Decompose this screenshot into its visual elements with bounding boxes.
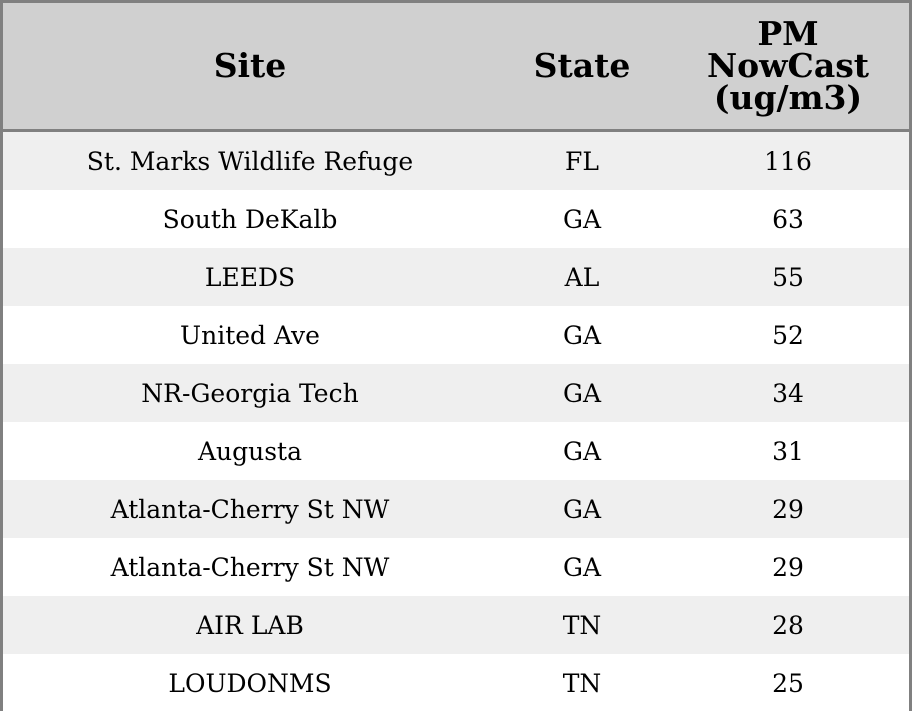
cell-state: FL xyxy=(565,146,599,176)
header-site-label: Site xyxy=(213,46,287,85)
table-row: Augusta GA 31 xyxy=(3,422,909,480)
cell-pm: 52 xyxy=(772,320,804,350)
cell-pm: 29 xyxy=(772,552,804,582)
cell-pm: 25 xyxy=(772,668,804,698)
cell-state: GA xyxy=(562,378,602,408)
header-pm-nowcast: PM NowCast (ug/m3) xyxy=(667,3,909,129)
cell-state: GA xyxy=(562,204,602,234)
cell-state: AL xyxy=(564,262,600,292)
cell-state: GA xyxy=(562,494,602,524)
header-pm-line-2: NowCast xyxy=(706,46,870,85)
cell-site: Atlanta-Cherry St NW xyxy=(110,494,390,524)
cell-pm: 28 xyxy=(772,610,804,640)
table-row: AIR LAB TN 28 xyxy=(3,596,909,654)
cell-site: United Ave xyxy=(180,320,320,350)
table-row: Atlanta-Cherry St NW GA 29 xyxy=(3,480,909,538)
cell-pm: 55 xyxy=(772,262,804,292)
cell-site: Augusta xyxy=(197,436,303,466)
table-row: St. Marks Wildlife Refuge FL 116 xyxy=(3,132,909,190)
cell-pm: 116 xyxy=(764,146,812,176)
header-state-label: State xyxy=(533,46,631,85)
cell-pm: 34 xyxy=(772,378,804,408)
cell-site: Atlanta-Cherry St NW xyxy=(110,552,390,582)
cell-site: South DeKalb xyxy=(162,204,338,234)
cell-state: GA xyxy=(562,552,602,582)
cell-state: GA xyxy=(562,436,602,466)
cell-site: LOUDONMS xyxy=(168,668,332,698)
table-row: United Ave GA 52 xyxy=(3,306,909,364)
table-row: LOUDONMS TN 25 xyxy=(3,654,909,712)
cell-pm: 63 xyxy=(772,204,804,234)
header-pm-line-1: PM xyxy=(757,14,819,53)
header-site: Site xyxy=(3,3,497,129)
header-state: State xyxy=(497,3,667,129)
cell-pm: 31 xyxy=(772,436,804,466)
table-header-row: Site State PM NowCast (ug/m3) xyxy=(3,3,909,132)
header-pm-label: PM NowCast (ug/m3) xyxy=(706,17,870,117)
cell-site: AIR LAB xyxy=(196,610,304,640)
cell-state: TN xyxy=(562,610,602,640)
cell-state: TN xyxy=(562,668,602,698)
header-pm-line-3: (ug/m3) xyxy=(713,78,863,117)
cell-site: NR-Georgia Tech xyxy=(141,378,359,408)
table-row: South DeKalb GA 63 xyxy=(3,190,909,248)
table-row: Atlanta-Cherry St NW GA 29 xyxy=(3,538,909,596)
cell-state: GA xyxy=(562,320,602,350)
cell-site: St. Marks Wildlife Refuge xyxy=(86,146,414,176)
cell-site: LEEDS xyxy=(204,262,296,292)
table-row: NR-Georgia Tech GA 34 xyxy=(3,364,909,422)
table-row: LEEDS AL 55 xyxy=(3,248,909,306)
cell-pm: 29 xyxy=(772,494,804,524)
